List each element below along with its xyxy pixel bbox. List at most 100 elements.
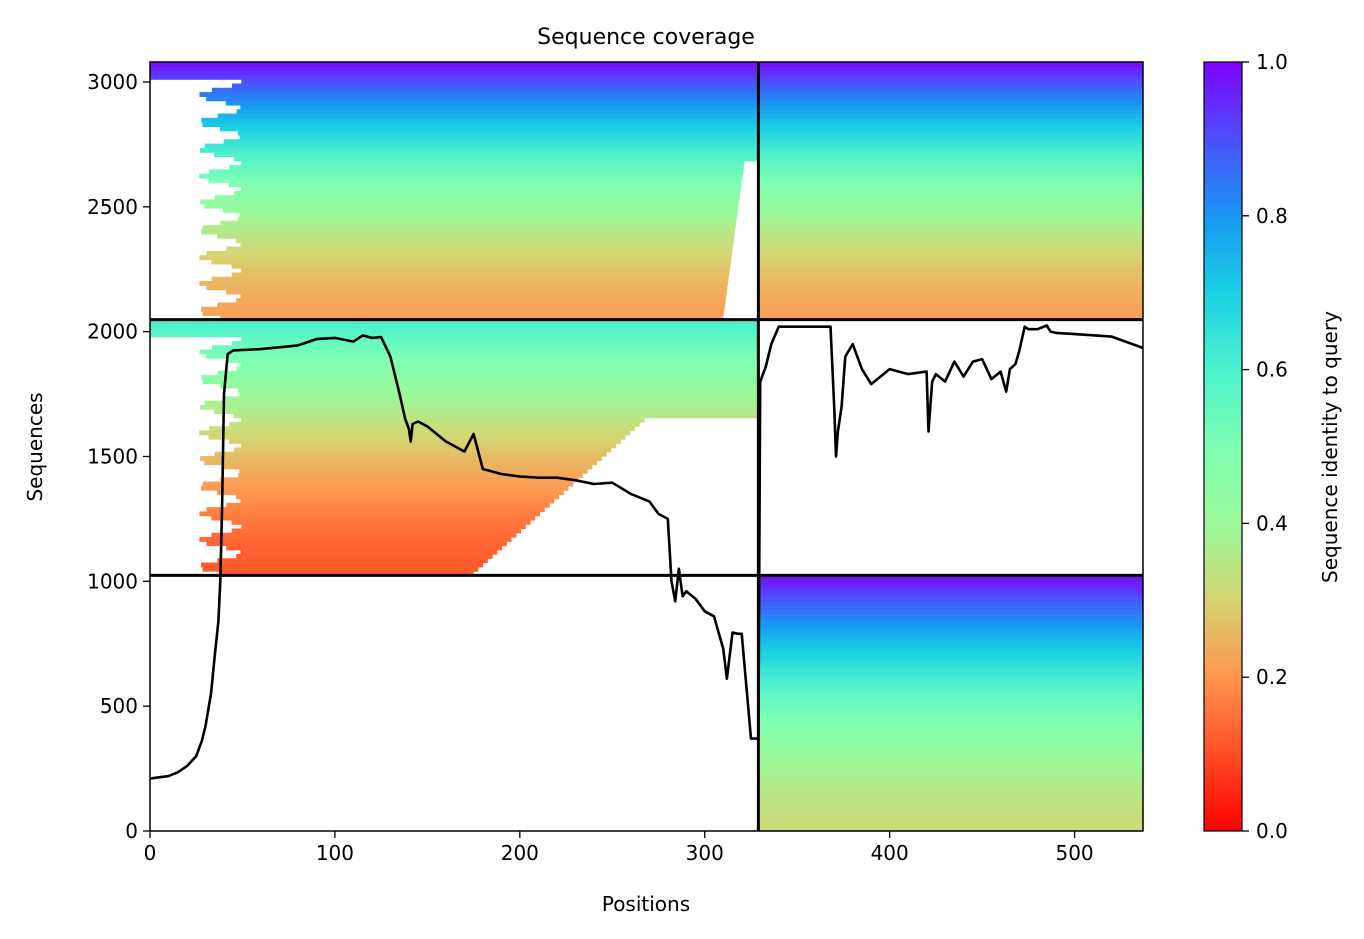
heatmap-band xyxy=(236,298,726,304)
heatmap-band xyxy=(758,100,1143,106)
heatmap-band xyxy=(150,74,759,80)
heatmap-band xyxy=(758,315,1143,321)
heatmap-band xyxy=(758,109,1143,115)
heatmap-band xyxy=(150,323,759,329)
x-tick-label: 200 xyxy=(501,841,539,865)
heatmap-block xyxy=(758,575,1143,831)
y-tick-label: 2000 xyxy=(87,320,138,344)
heatmap-band xyxy=(211,532,517,538)
colorbar-tick-label: 0.2 xyxy=(1256,665,1288,689)
heatmap-band xyxy=(758,186,1143,192)
colorbar xyxy=(1203,61,1243,832)
heatmap-band xyxy=(758,720,1143,726)
heatmap-band xyxy=(211,345,759,351)
heatmap-band xyxy=(758,758,1143,764)
heatmap-band xyxy=(758,775,1143,781)
heatmap-band xyxy=(239,468,588,474)
heatmap-band xyxy=(150,328,759,334)
heatmap-band xyxy=(758,609,1143,615)
heatmap-band xyxy=(202,481,574,487)
heatmap-band xyxy=(758,592,1143,598)
heatmap-band xyxy=(219,126,759,132)
heatmap-band xyxy=(237,387,759,393)
heatmap-band xyxy=(223,139,759,145)
heatmap-band xyxy=(202,311,724,316)
x-tick-label: 0 xyxy=(144,841,157,865)
heatmap-band xyxy=(758,634,1143,640)
heatmap-band xyxy=(201,485,569,491)
heatmap-band xyxy=(758,750,1143,755)
heatmap-band xyxy=(758,79,1143,85)
heatmap-band xyxy=(150,319,759,325)
heatmap-band xyxy=(758,259,1143,265)
heatmap-band xyxy=(758,177,1143,183)
heatmap-band xyxy=(150,70,759,76)
heatmap-band xyxy=(220,220,737,226)
heatmap-band xyxy=(214,409,759,415)
heatmap-band xyxy=(206,353,759,359)
heatmap-band xyxy=(758,737,1143,743)
heatmap-band xyxy=(228,182,742,188)
heatmap-band xyxy=(758,143,1143,149)
heatmap-band xyxy=(758,165,1143,170)
heatmap-band xyxy=(234,190,741,196)
heatmap-band xyxy=(223,396,759,402)
heatmap-band xyxy=(237,130,759,136)
heatmap-band xyxy=(758,255,1143,261)
heatmap-band xyxy=(233,156,759,162)
heatmap-band xyxy=(217,113,759,119)
heatmap-band xyxy=(150,332,759,338)
heatmap-band xyxy=(202,566,479,572)
heatmap-band xyxy=(217,233,735,239)
heatmap-band xyxy=(758,677,1143,683)
heatmap-band xyxy=(204,143,759,149)
heatmap-band xyxy=(758,647,1143,653)
heatmap-band xyxy=(758,293,1143,299)
heatmap-band xyxy=(199,281,728,286)
heatmap-band xyxy=(758,822,1143,828)
heatmap-band xyxy=(220,571,474,576)
heatmap-band xyxy=(758,311,1143,316)
heatmap-band xyxy=(758,238,1143,243)
heatmap-band xyxy=(206,96,759,102)
heatmap-band xyxy=(233,413,759,419)
heatmap-band xyxy=(758,139,1143,145)
heatmap-band xyxy=(236,109,759,115)
heatmap-band xyxy=(758,306,1143,312)
heatmap-band xyxy=(204,460,598,466)
heatmap-band xyxy=(241,443,616,449)
heatmap-band xyxy=(239,392,759,397)
colorbar-tick-label: 1.0 xyxy=(1256,50,1288,74)
y-tick-label: 1500 xyxy=(87,444,138,468)
heatmap-band xyxy=(231,519,531,525)
heatmap-band xyxy=(758,745,1143,751)
heatmap-band xyxy=(758,767,1143,772)
heatmap-band xyxy=(241,79,759,85)
heatmap-band xyxy=(217,490,564,495)
heatmap-band xyxy=(241,417,645,423)
heatmap-band xyxy=(758,263,1143,269)
coverage-line xyxy=(150,324,1143,780)
heatmap-band xyxy=(206,507,545,513)
y-tick-label: 500 xyxy=(100,694,138,718)
heatmap-band xyxy=(758,233,1143,239)
heatmap-band xyxy=(758,195,1143,201)
heatmap-band xyxy=(758,673,1143,679)
heatmap-band xyxy=(220,315,724,321)
heatmap-band xyxy=(231,528,522,534)
heatmap-band xyxy=(758,169,1143,175)
heatmap-band xyxy=(200,199,740,205)
heatmap-band xyxy=(214,195,740,201)
x-tick-label: 300 xyxy=(686,841,724,865)
heatmap-band xyxy=(758,173,1143,179)
heatmap-band xyxy=(199,430,631,436)
heatmap-band xyxy=(758,796,1143,802)
heatmap-band xyxy=(758,208,1143,213)
heatmap-band xyxy=(214,451,607,457)
heatmap-band xyxy=(239,212,738,218)
heatmap-band xyxy=(150,62,759,67)
heatmap-band xyxy=(758,660,1143,666)
chain-boundaries xyxy=(150,62,1143,831)
heatmap-band xyxy=(758,575,1143,581)
heatmap-band xyxy=(240,104,759,110)
